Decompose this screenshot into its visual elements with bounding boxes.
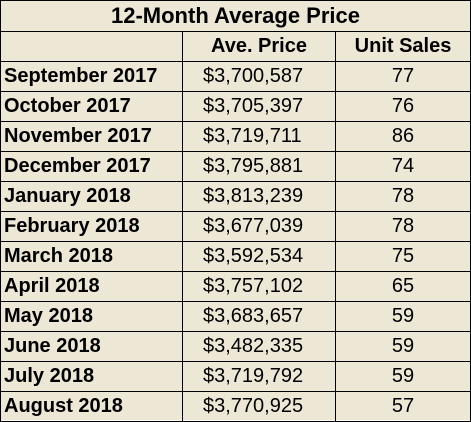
price-cell: $3,719,711	[182, 121, 336, 152]
sales-cell: 77	[334, 61, 471, 92]
sales-cell: 86	[334, 121, 471, 152]
sales-cell: 59	[334, 361, 471, 392]
month-cell: November 2017	[0, 121, 183, 152]
sales-cell: 57	[334, 391, 471, 422]
price-cell: $3,482,335	[182, 331, 336, 362]
header-unit-sales: Unit Sales	[334, 31, 471, 62]
price-cell: $3,770,925	[182, 391, 336, 422]
month-cell: August 2018	[0, 391, 183, 422]
title-row: 12-Month Average Price	[0, 0, 471, 32]
month-cell: October 2017	[0, 91, 183, 122]
month-cell: February 2018	[0, 211, 183, 242]
sales-cell: 74	[334, 151, 471, 182]
month-cell: April 2018	[0, 271, 183, 302]
header-row: Ave. Price Unit Sales	[0, 31, 471, 62]
header-ave-price: Ave. Price	[182, 31, 336, 62]
table-row: October 2017 $3,705,397 76	[0, 91, 471, 122]
price-cell: $3,757,102	[182, 271, 336, 302]
table-row: January 2018 $3,813,239 78	[0, 181, 471, 212]
sales-cell: 59	[334, 301, 471, 332]
price-cell: $3,677,039	[182, 211, 336, 242]
price-cell: $3,705,397	[182, 91, 336, 122]
table-row: June 2018 $3,482,335 59	[0, 331, 471, 362]
price-cell: $3,700,587	[182, 61, 336, 92]
month-cell: September 2017	[0, 61, 183, 92]
sales-cell: 78	[334, 181, 471, 212]
price-cell: $3,813,239	[182, 181, 336, 212]
sales-cell: 78	[334, 211, 471, 242]
sales-cell: 75	[334, 241, 471, 272]
table-row: April 2018 $3,757,102 65	[0, 271, 471, 302]
table-row: November 2017 $3,719,711 86	[0, 121, 471, 152]
price-cell: $3,592,534	[182, 241, 336, 272]
price-cell: $3,683,657	[182, 301, 336, 332]
table-row: February 2018 $3,677,039 78	[0, 211, 471, 242]
sales-cell: 59	[334, 331, 471, 362]
sales-cell: 65	[334, 271, 471, 302]
table-row: July 2018 $3,719,792 59	[0, 361, 471, 392]
sales-cell: 76	[334, 91, 471, 122]
month-cell: March 2018	[0, 241, 183, 272]
month-cell: May 2018	[0, 301, 183, 332]
price-cell: $3,795,881	[182, 151, 336, 182]
month-cell: January 2018	[0, 181, 183, 212]
price-cell: $3,719,792	[182, 361, 336, 392]
table-row: May 2018 $3,683,657 59	[0, 301, 471, 332]
table-title: 12-Month Average Price	[0, 0, 471, 32]
table-row: August 2018 $3,770,925 57	[0, 391, 471, 422]
table-row: September 2017 $3,700,587 77	[0, 61, 471, 92]
month-cell: July 2018	[0, 361, 183, 392]
month-cell: December 2017	[0, 151, 183, 182]
table-row: December 2017 $3,795,881 74	[0, 151, 471, 182]
month-cell: June 2018	[0, 331, 183, 362]
header-month	[0, 31, 183, 62]
table-row: March 2018 $3,592,534 75	[0, 241, 471, 272]
